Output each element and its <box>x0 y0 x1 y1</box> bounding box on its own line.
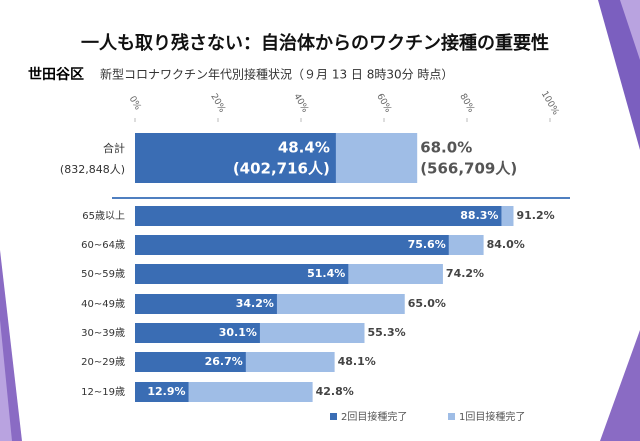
decor <box>598 0 640 150</box>
bar <box>135 352 246 372</box>
value-label: 34.2% <box>236 297 274 310</box>
value-label: 51.4% <box>307 267 345 280</box>
value-label: 91.2% <box>516 209 554 222</box>
legend-swatch <box>330 413 337 420</box>
legend-label: 2回目接種完了 <box>341 410 407 423</box>
category-label: 20~29歳 <box>81 356 125 368</box>
value-label: 68.0% <box>420 139 472 157</box>
value-label: 30.1% <box>219 326 257 339</box>
bar <box>135 382 189 402</box>
value-label: 48.1% <box>338 355 376 368</box>
value-label: 74.2% <box>446 267 484 280</box>
value-label: 84.0% <box>487 238 525 251</box>
bar <box>135 264 349 284</box>
chart-subtitle: 新型コロナワクチン年代別接種状況（９月 13 日 8時30分 時点） <box>100 67 453 82</box>
value-label: 55.3% <box>367 326 405 339</box>
count-label: (566,709人) <box>420 160 517 178</box>
decor <box>600 330 640 441</box>
value-label: 88.3% <box>460 209 498 222</box>
legend-swatch <box>448 413 455 420</box>
value-label: 42.8% <box>316 385 354 398</box>
decor <box>0 320 12 441</box>
bar <box>135 133 336 183</box>
category-label: 50~59歳 <box>81 268 125 280</box>
value-label: 26.7% <box>205 355 243 368</box>
bar <box>135 235 449 255</box>
decor <box>620 0 640 60</box>
category-label: 12~19歳 <box>81 386 125 398</box>
bar <box>135 294 277 314</box>
category-label: 30~39歳 <box>81 327 125 339</box>
value-label: 12.9% <box>147 385 185 398</box>
value-label: 75.6% <box>408 238 446 251</box>
value-label: 48.4% <box>278 139 330 157</box>
category-label: 60~64歳 <box>81 239 125 251</box>
category-label: 40~49歳 <box>81 298 125 310</box>
category-label: 合計 <box>103 141 125 155</box>
category-label: 65歳以上 <box>82 210 125 222</box>
legend-label: 1回目接種完了 <box>459 410 525 423</box>
bar <box>135 323 260 343</box>
region: 世田谷区 <box>28 66 84 83</box>
count-label: (402,716人) <box>233 160 330 178</box>
chart-title: 一人も取り残さない：自治体からのワクチン接種の重要性 <box>81 32 549 54</box>
bar <box>135 206 502 226</box>
value-label: 65.0% <box>408 297 446 310</box>
population-label: (832,848人) <box>60 163 125 176</box>
